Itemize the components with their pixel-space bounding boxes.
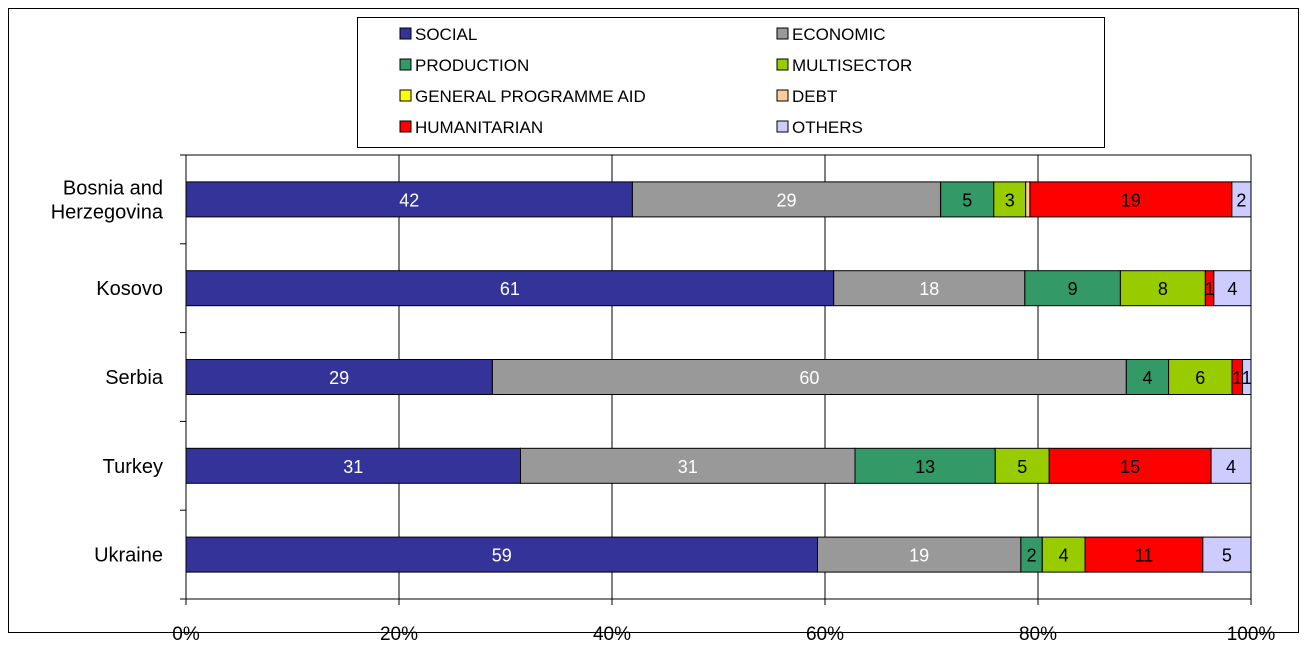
data-label-others: 4 (1227, 279, 1237, 299)
legend-swatch-debt (776, 89, 789, 102)
data-label-multisector: 4 (1059, 546, 1069, 566)
x-tick-label: 60% (806, 624, 844, 645)
data-label-production: 4 (1142, 368, 1152, 388)
data-label-social: 61 (500, 279, 520, 299)
bar-segment-others (1213, 270, 1252, 307)
data-label-production: 5 (962, 190, 972, 210)
bar-segment-others (1210, 447, 1252, 484)
bar-segment-social (185, 536, 819, 573)
legend-label-general-programme-aid: GENERAL PROGRAMME AID (415, 87, 646, 106)
legend-label-production: PRODUCTION (415, 56, 529, 75)
data-label-social: 31 (343, 457, 363, 477)
x-tick-label: 0% (172, 624, 200, 645)
legend-swatch-economic (776, 27, 789, 40)
data-label-humanitarian: 19 (1121, 190, 1141, 210)
y-category-label-turkey: Turkey (103, 456, 163, 478)
legend-swatch-others (776, 120, 789, 133)
y-category-label-bosnia-and-herzegovina: Bosnia and Herzegovina (51, 177, 164, 223)
axes: 0% 20% 40% 60% 80% 100% Bosnia and Herzegovina K… (51, 154, 1276, 645)
data-label-production: 9 (1068, 279, 1078, 299)
bar-segment-others (1242, 359, 1252, 395)
data-label-others: 4 (1226, 457, 1236, 477)
legend-swatch-social (399, 27, 412, 40)
data-label-economic: 19 (909, 546, 929, 566)
data-label-economic: 60 (799, 368, 819, 388)
data-label-social: 59 (492, 546, 512, 566)
data-label-multisector: 5 (1017, 457, 1027, 477)
legend-swatch-multisector (776, 58, 789, 71)
bar-segment-multisector (993, 181, 1027, 218)
legend-label-humanitarian: HUMANITARIAN (415, 118, 543, 137)
x-tick-label: 80% (1019, 624, 1057, 645)
data-label-humanitarian: 15 (1120, 457, 1140, 477)
bar-segment-social (185, 447, 521, 484)
data-label-social: 42 (399, 190, 419, 210)
bars: 42 29 5 3 19 261 18 9 8 1 429 60 4 6 1 131 31 13 5 15 459 19 2… (185, 181, 1252, 573)
data-label-production: 2 (1027, 546, 1037, 566)
x-tick-label: 100% (1227, 624, 1276, 645)
data-label-humanitarian: 11 (1135, 546, 1154, 566)
data-label-social: 29 (329, 368, 349, 388)
data-label-others: 5 (1222, 546, 1232, 566)
bar-segment-economic (491, 359, 1127, 395)
legend-label-debt: DEBT (792, 87, 837, 106)
data-label-others: 1 (1242, 368, 1252, 388)
bar-segment-social (185, 270, 835, 307)
bar-segment-humanitarian (1048, 447, 1212, 484)
bar-segment-production (854, 447, 996, 484)
data-label-multisector: 6 (1195, 368, 1205, 388)
data-label-multisector: 8 (1158, 279, 1168, 299)
legend-label-economic: ECONOMIC (792, 25, 886, 44)
data-label-others: 2 (1236, 190, 1246, 210)
bar-segment-humanitarian (1029, 181, 1233, 218)
data-label-humanitarian: 1 (1232, 368, 1242, 388)
data-label-multisector: 3 (1005, 190, 1015, 210)
bar-segment-production (940, 181, 995, 218)
data-label-economic: 31 (678, 457, 698, 477)
bar-segment-debt (1025, 181, 1031, 218)
bar-segment-economic (631, 181, 942, 218)
bar-segment-production (1125, 359, 1170, 395)
data-label-humanitarian: 1 (1205, 279, 1215, 299)
legend-swatch-general-programme-aid (399, 89, 412, 102)
legend-label-multisector: MULTISECTOR (792, 56, 912, 75)
y-category-label-kosovo: Kosovo (96, 278, 163, 300)
legend-label-others: OTHERS (792, 118, 863, 137)
bar-segment-multisector (1041, 536, 1086, 573)
legend-box (357, 17, 1105, 148)
bar-segment-others (1202, 536, 1252, 573)
x-tick-label: 40% (593, 624, 631, 645)
x-tick-label: 20% (380, 624, 418, 645)
data-label-economic: 29 (777, 190, 797, 210)
bar-segment-multisector (994, 447, 1050, 484)
legend-label-social: SOCIAL (415, 25, 477, 44)
y-category-label-ukraine: Ukraine (94, 545, 163, 567)
data-label-economic: 18 (919, 279, 939, 299)
bar-segment-humanitarian (1084, 536, 1204, 573)
legend-swatch-production (399, 58, 412, 71)
bar-segment-others (1231, 181, 1252, 218)
bar-segment-multisector (1168, 359, 1233, 395)
data-label-production: 13 (915, 457, 935, 477)
legend-swatch-humanitarian (399, 120, 412, 133)
y-category-label-serbia: Serbia (105, 367, 164, 389)
legend: SOCIAL ECONOMIC PRODUCTION MULTISECTOR GENER… (357, 17, 1105, 148)
bar-segment-social (185, 181, 633, 218)
